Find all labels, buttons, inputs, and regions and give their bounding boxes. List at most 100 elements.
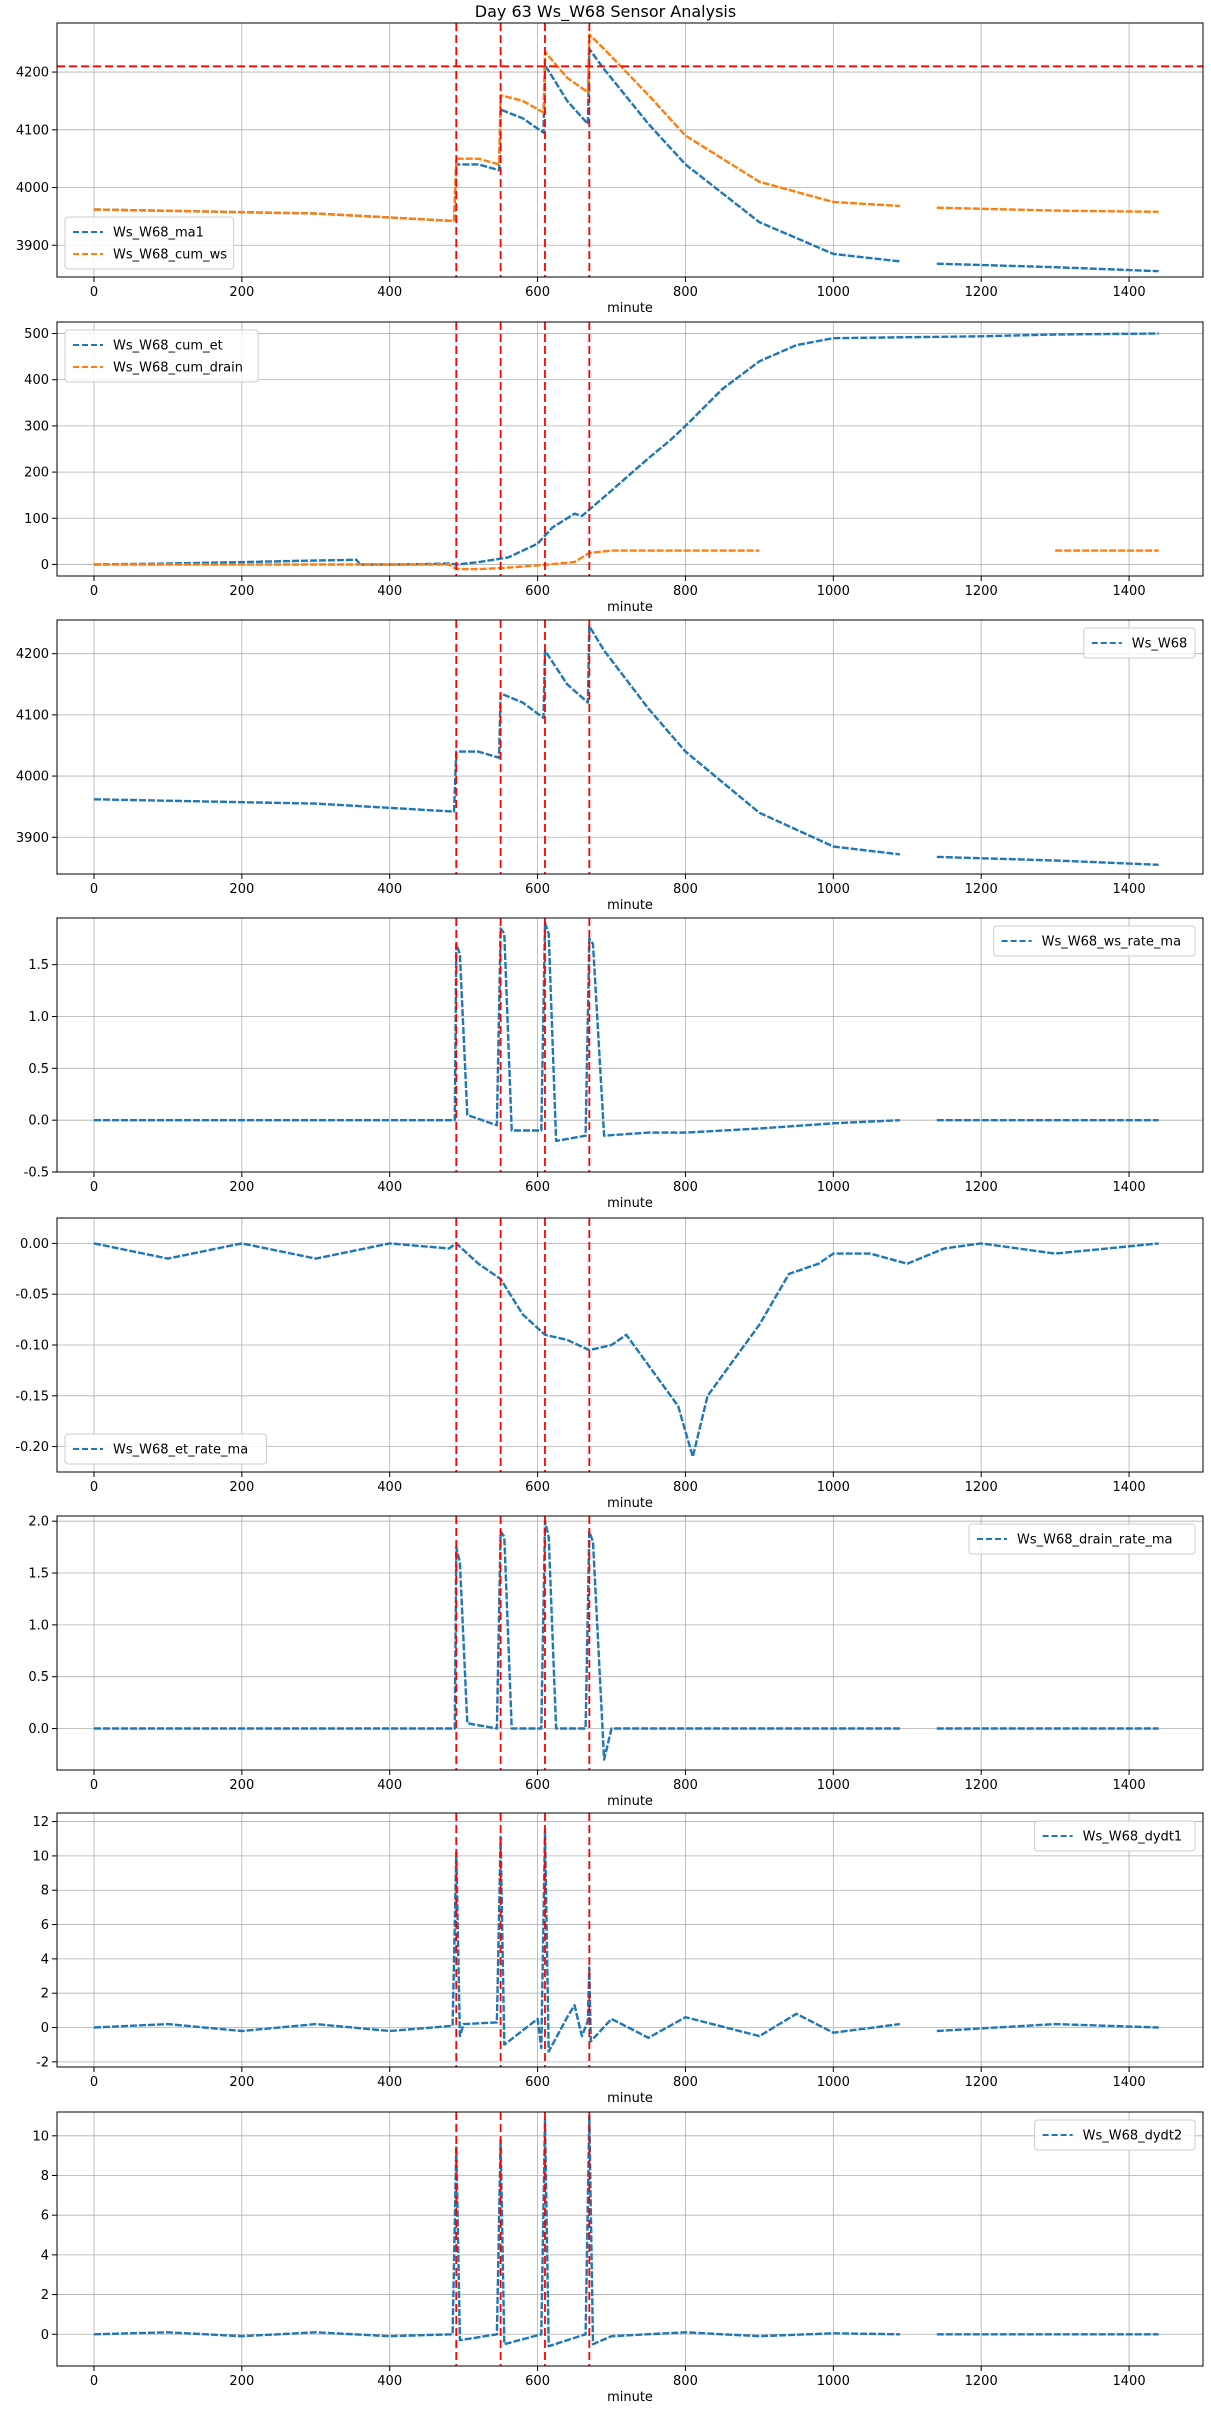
x-tick-label: 200 (229, 1480, 254, 1495)
y-tick-label: 0.0 (28, 1722, 49, 1737)
x-tick-label: 400 (377, 1480, 402, 1495)
x-tick-label: 600 (525, 285, 550, 300)
y-tick-label: -0.10 (15, 1339, 49, 1354)
panel-7: 0 200 400 600 800 1000 1200 1400 -2 0 2 4 6 8 10 12 minu… (32, 1812, 1204, 2106)
axes-frame (56, 917, 1204, 1173)
x-tick-label: 0 (90, 1480, 98, 1495)
legend-label: Ws_W68_cum_drain (113, 361, 243, 376)
x-tick-label: 1200 (965, 2075, 998, 2090)
y-tick-label: 0 (41, 558, 49, 573)
y-tick-label: 200 (24, 466, 49, 481)
legend: Ws_W68_ma1 Ws_W68_cum_ws (64, 216, 235, 270)
axes-frame (56, 22, 1204, 278)
x-axis-label: minute (607, 1196, 653, 1211)
x-tick-label: 600 (525, 1480, 550, 1495)
panel-2: 0 200 400 600 800 1000 1200 1400 0 100 200 300 400 50… (24, 321, 1204, 615)
axes-frame (56, 2111, 1204, 2367)
x-tick-label: 800 (673, 285, 698, 300)
y-tick-label: 12 (32, 1815, 49, 1830)
y-tick-label: 0.5 (28, 1062, 49, 1077)
y-tick-label: 8 (41, 1884, 49, 1899)
y-tick-label: 2.0 (28, 1515, 49, 1530)
y-tick-label: -0.20 (15, 1440, 49, 1455)
x-tick-label: 600 (525, 2075, 550, 2090)
x-tick-label: 0 (90, 882, 98, 897)
x-tick-label: 1200 (965, 1480, 998, 1495)
y-tick-label: 10 (32, 2129, 49, 2144)
x-tick-label: 800 (673, 1180, 698, 1195)
x-tick-label: 1400 (1113, 285, 1146, 300)
y-tick-label: 0 (41, 2328, 49, 2343)
legend: Ws_W68 (1083, 627, 1196, 659)
panel-6: 0 200 400 600 800 1000 1200 1400 0.0 0.5 1.0 1.5 2.0… (28, 1515, 1204, 1809)
y-tick-label: -2 (36, 2055, 49, 2070)
y-tick-label: 3900 (16, 831, 49, 846)
y-tick-label: 0.00 (20, 1237, 49, 1252)
panel-5: 0 200 400 600 800 1000 1200 1400 -0.20 -0.15 -0.10… (15, 1217, 1204, 1511)
plot-area (93, 33, 1159, 273)
plot-area (93, 2114, 1159, 2348)
x-tick-label: 800 (673, 882, 698, 897)
x-tick-label: 1000 (817, 1480, 850, 1495)
legend: Ws_W68_dydt1 (1034, 1820, 1196, 1852)
y-tick-label: 4 (41, 1952, 49, 1967)
x-tick-label: 1400 (1113, 1778, 1146, 1793)
x-axis-label: minute (607, 898, 653, 913)
legend-label: Ws_W68_et_rate_ma (113, 1443, 248, 1458)
x-tick-label: 1200 (965, 1180, 998, 1195)
series-line-Ws_W68_cum_ws (93, 33, 1159, 223)
y-tick-label: 0 (41, 2021, 49, 2036)
x-tick-label: 600 (525, 1180, 550, 1195)
legend-box (1034, 1820, 1196, 1852)
x-tick-label: 1000 (817, 1778, 850, 1793)
x-tick-label: 200 (229, 2374, 254, 2389)
y-tick-label: 1.5 (28, 1567, 49, 1582)
legend: Ws_W68_drain_rate_ma (968, 1523, 1196, 1555)
legend: Ws_W68_dydt2 (1034, 2119, 1196, 2151)
legend: Ws_W68_cum_et Ws_W68_cum_drain (64, 329, 259, 383)
legend: Ws_W68_ws_rate_ma (993, 925, 1196, 957)
y-tick-label: 4200 (16, 647, 49, 662)
series-line-Ws_W68_cum_drain (94, 549, 1159, 571)
y-tick-label: -0.15 (15, 1389, 49, 1404)
y-tick-label: 4000 (16, 770, 49, 785)
legend-box (1083, 627, 1196, 659)
x-tick-label: 1200 (965, 2374, 998, 2389)
axes-frame (56, 321, 1204, 577)
x-tick-label: 1400 (1113, 1180, 1146, 1195)
legend-label: Ws_W68_ws_rate_ma (1042, 935, 1181, 950)
x-tick-label: 800 (673, 2075, 698, 2090)
x-tick-label: 0 (90, 584, 98, 599)
legend-box (64, 1433, 267, 1465)
y-tick-label: 6 (41, 1918, 49, 1933)
axes-frame (56, 619, 1204, 875)
panel-3: 0 200 400 600 800 1000 1200 1400 3900 4000 4100 420… (16, 619, 1204, 913)
y-tick-label: 0.5 (28, 1670, 49, 1685)
legend-label: Ws_W68_drain_rate_ma (1017, 1533, 1172, 1548)
x-tick-label: 1200 (965, 285, 998, 300)
x-tick-label: 400 (377, 285, 402, 300)
series-line-Ws_W68_ma1 (93, 47, 1159, 273)
legend-box (1034, 2119, 1196, 2151)
y-tick-label: 4100 (16, 708, 49, 723)
x-tick-label: 600 (525, 1778, 550, 1793)
y-tick-label: 2 (41, 2288, 49, 2303)
x-tick-label: 400 (377, 2374, 402, 2389)
x-tick-label: 400 (377, 1180, 402, 1195)
x-tick-label: 1000 (817, 882, 850, 897)
x-tick-label: 0 (90, 1180, 98, 1195)
x-tick-label: 600 (525, 2374, 550, 2389)
y-tick-label: 100 (24, 512, 49, 527)
x-tick-label: 1000 (817, 2075, 850, 2090)
x-tick-label: 1000 (817, 584, 850, 599)
x-tick-label: 200 (229, 1180, 254, 1195)
x-tick-label: 200 (229, 584, 254, 599)
x-tick-label: 0 (90, 285, 98, 300)
y-tick-label: 300 (24, 419, 49, 434)
x-tick-label: 800 (673, 1480, 698, 1495)
legend-box (993, 925, 1196, 957)
y-tick-label: -0.05 (15, 1288, 49, 1303)
x-tick-label: 600 (525, 882, 550, 897)
x-tick-label: 1400 (1113, 2374, 1146, 2389)
